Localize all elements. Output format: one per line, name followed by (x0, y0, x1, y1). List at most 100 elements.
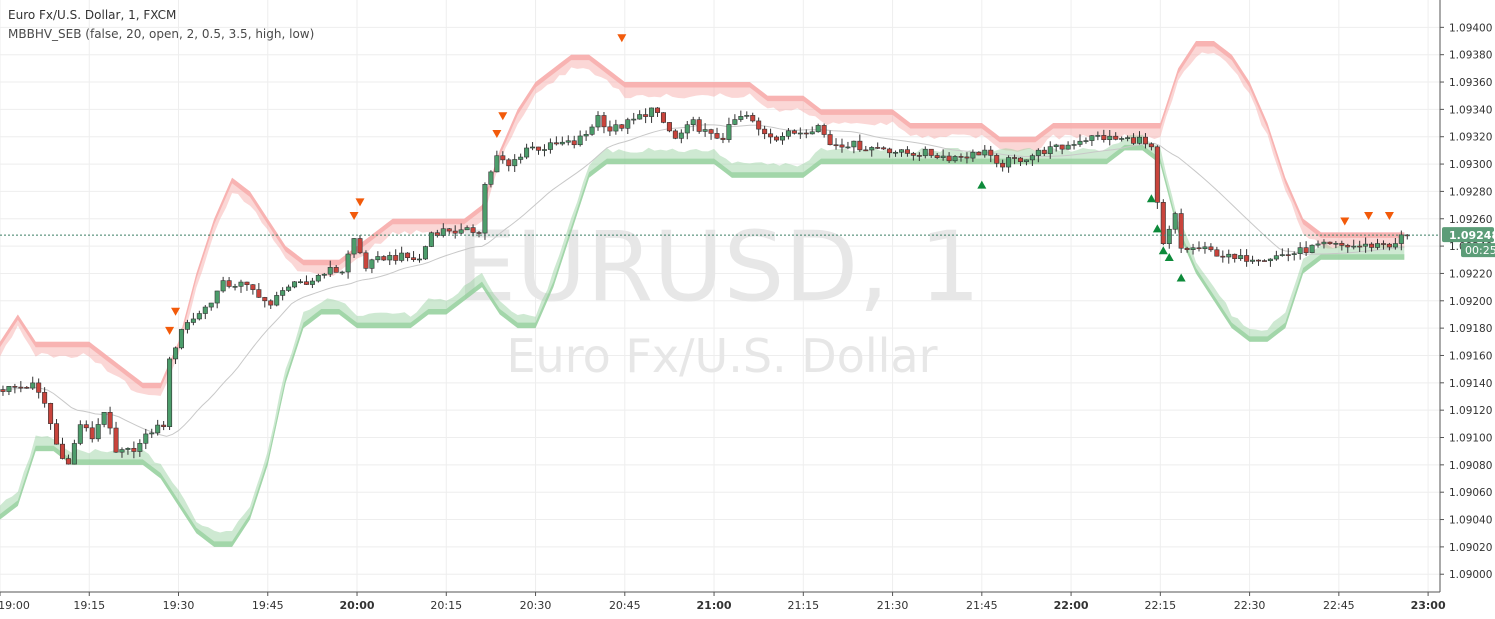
candle-body (934, 155, 940, 159)
candle (59, 437, 65, 460)
candle-body (155, 424, 161, 434)
y-tick-label: 1.09300 (1449, 159, 1492, 171)
y-tick-label: 1.09320 (1449, 132, 1492, 144)
candle (1285, 248, 1291, 262)
candle-body (1119, 138, 1125, 140)
candle (809, 126, 815, 135)
candle (339, 270, 345, 275)
candle (71, 439, 77, 465)
candle (1392, 238, 1398, 250)
candle (1137, 131, 1143, 145)
candle (1029, 153, 1035, 166)
candle-body (244, 281, 250, 285)
candle (208, 302, 214, 311)
candle-body (1214, 249, 1220, 257)
candle (839, 138, 845, 153)
candle (791, 129, 797, 135)
candle (178, 328, 184, 350)
candle (1369, 242, 1375, 252)
candle-body (494, 155, 500, 173)
candle-body (1047, 146, 1053, 154)
candle (315, 273, 321, 283)
sell-signal-marker (1340, 217, 1350, 226)
candle-body (1113, 135, 1119, 140)
candle (1089, 135, 1095, 146)
candle-body (964, 156, 970, 159)
candle-body (541, 149, 547, 151)
sell-signal-marker (355, 198, 365, 207)
candle-body (387, 255, 393, 261)
candle-body (327, 267, 333, 275)
candle-body (565, 140, 571, 143)
candle-body (922, 148, 928, 157)
y-tick-label: 1.09380 (1449, 50, 1492, 62)
candle (738, 110, 744, 122)
candle (1315, 240, 1321, 248)
candle-body (440, 228, 446, 236)
y-tick-label: 1.09220 (1449, 268, 1492, 280)
candle (732, 114, 738, 126)
candle (1351, 239, 1357, 250)
candle-body (833, 144, 839, 147)
candle-body (1101, 135, 1107, 141)
indicator-label[interactable]: MBBHV_SEB (false, 20, open, 2, 0.5, 3.5,… (8, 27, 315, 41)
candle-body (256, 289, 262, 298)
candle-body (351, 238, 357, 255)
candle-body (184, 322, 190, 330)
candle-body (893, 151, 899, 154)
candle (256, 283, 262, 298)
candle-body (571, 140, 577, 146)
candle (18, 381, 24, 393)
candle-body (1071, 144, 1077, 146)
candle-body (857, 140, 863, 151)
candle-body (42, 392, 48, 404)
candle-body (309, 280, 315, 285)
grid (0, 0, 1440, 592)
buy-signal-marker (1146, 194, 1156, 203)
candle-body (518, 156, 524, 160)
x-tick-label: 20:15 (430, 599, 462, 612)
y-tick-label: 1.09100 (1449, 433, 1492, 445)
candle (744, 111, 750, 119)
candle (1023, 159, 1029, 166)
candle-body (1392, 243, 1398, 248)
candle-body (976, 151, 982, 156)
sell-signal-marker (1364, 212, 1374, 221)
candle (779, 132, 785, 145)
candle-body (381, 256, 387, 261)
candle-body (904, 149, 910, 154)
candle (1291, 251, 1297, 261)
candle-body (601, 115, 607, 128)
candle-body (262, 297, 268, 302)
candle-body (708, 129, 714, 134)
candle (428, 231, 434, 248)
candle-body (280, 290, 286, 296)
candle (238, 279, 244, 293)
candle (714, 127, 720, 140)
candle (458, 223, 464, 235)
candle (309, 277, 315, 289)
candle (1380, 240, 1386, 250)
candle (1250, 255, 1256, 264)
candle-body (750, 115, 756, 122)
candle (964, 152, 970, 164)
candle-body (577, 135, 583, 146)
candle (470, 224, 476, 237)
candle (1053, 143, 1059, 152)
candle-body (774, 136, 780, 141)
candle-body (274, 295, 280, 306)
candle (1059, 144, 1065, 155)
candle-body (1238, 255, 1244, 259)
candle-body (696, 119, 702, 132)
candle-body (1279, 254, 1285, 256)
x-tick-label: 21:15 (787, 599, 819, 612)
y-tick-label: 1.09340 (1449, 104, 1492, 116)
candle (887, 147, 893, 158)
candle-body (1029, 155, 1035, 161)
candle-body (101, 412, 107, 425)
candle (125, 447, 131, 455)
candle-body (910, 153, 916, 156)
y-tick-label: 1.09060 (1449, 487, 1492, 499)
